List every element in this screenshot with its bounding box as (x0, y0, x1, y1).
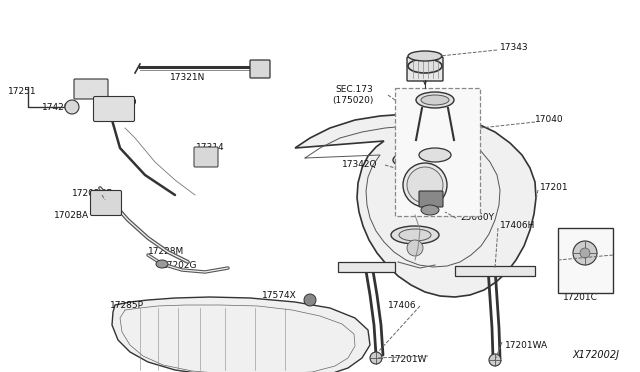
Ellipse shape (156, 260, 168, 268)
Circle shape (580, 248, 590, 258)
FancyBboxPatch shape (74, 79, 108, 99)
Text: 17406H: 17406H (500, 221, 536, 230)
Text: 17201W: 17201W (390, 356, 428, 365)
Polygon shape (338, 262, 395, 272)
Circle shape (370, 352, 382, 364)
Text: 17251: 17251 (8, 87, 36, 96)
Circle shape (407, 240, 423, 256)
Ellipse shape (403, 163, 447, 207)
FancyBboxPatch shape (407, 57, 443, 81)
FancyBboxPatch shape (419, 191, 443, 207)
Text: SEC.173: SEC.173 (335, 86, 372, 94)
Text: 17342Q: 17342Q (342, 160, 378, 170)
Ellipse shape (393, 150, 457, 170)
Text: 1702BA: 1702BA (54, 211, 89, 219)
Text: X172002J: X172002J (572, 350, 619, 360)
FancyBboxPatch shape (90, 190, 122, 215)
Text: 17321N: 17321N (170, 74, 205, 83)
Circle shape (304, 294, 316, 306)
Polygon shape (455, 266, 535, 276)
Polygon shape (295, 114, 536, 297)
Ellipse shape (407, 167, 443, 203)
Ellipse shape (408, 59, 442, 73)
Text: 17201C: 17201C (563, 294, 598, 302)
FancyBboxPatch shape (93, 96, 134, 122)
Text: (175020): (175020) (332, 96, 373, 105)
Circle shape (65, 100, 79, 114)
Text: 25060Y: 25060Y (460, 214, 494, 222)
Circle shape (489, 354, 501, 366)
FancyBboxPatch shape (250, 60, 270, 78)
FancyBboxPatch shape (194, 147, 218, 167)
Text: 17406: 17406 (388, 301, 417, 310)
Text: 17314: 17314 (196, 144, 225, 153)
Text: 17202GB: 17202GB (72, 189, 114, 199)
Text: 17220Q: 17220Q (102, 97, 138, 106)
Text: 17201WA: 17201WA (505, 340, 548, 350)
Polygon shape (112, 297, 370, 372)
Text: 17040: 17040 (535, 115, 564, 125)
Text: 17240: 17240 (80, 78, 109, 87)
Text: 17285P: 17285P (110, 301, 144, 310)
Ellipse shape (421, 205, 439, 215)
Ellipse shape (408, 51, 442, 61)
Text: 17202G: 17202G (162, 260, 198, 269)
FancyBboxPatch shape (558, 228, 613, 293)
Circle shape (573, 241, 597, 265)
FancyBboxPatch shape (395, 88, 480, 216)
Text: 17343: 17343 (500, 44, 529, 52)
Text: 17574X: 17574X (262, 291, 297, 299)
Text: 17429: 17429 (42, 103, 70, 112)
Ellipse shape (419, 148, 451, 162)
Ellipse shape (421, 95, 449, 105)
Ellipse shape (416, 92, 454, 108)
Text: 17201: 17201 (540, 183, 568, 192)
Ellipse shape (391, 226, 439, 244)
Ellipse shape (399, 229, 431, 241)
Text: 17228M: 17228M (148, 247, 184, 257)
